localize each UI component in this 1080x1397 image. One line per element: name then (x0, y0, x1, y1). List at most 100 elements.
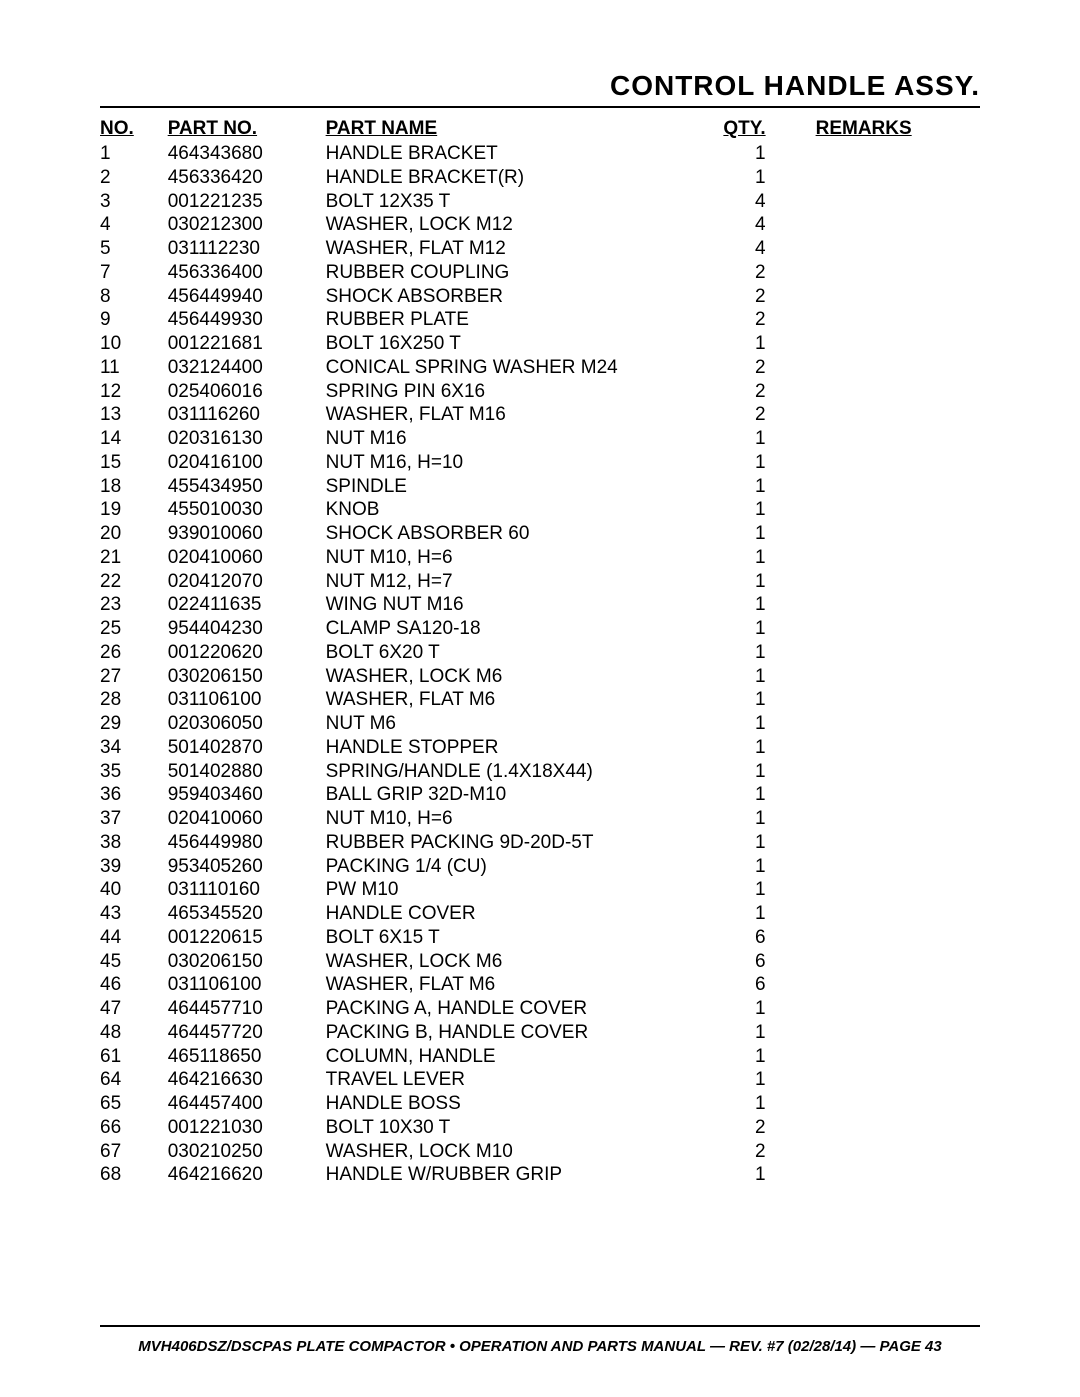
table-row: 44001220615BOLT 6X15 T6 (100, 926, 980, 950)
cell-partno: 022411635 (168, 593, 326, 617)
table-row: 43465345520HANDLE COVER1 (100, 902, 980, 926)
table-row: 8456449940SHOCK ABSORBER2 (100, 285, 980, 309)
cell-remarks (766, 855, 980, 879)
cell-partname: CLAMP SA120-18 (326, 617, 687, 641)
cell-remarks (766, 1092, 980, 1116)
table-row: 14020316130NUT M161 (100, 427, 980, 451)
cell-partname: HANDLE BOSS (326, 1092, 687, 1116)
cell-no: 15 (100, 451, 168, 475)
cell-qty: 1 (687, 736, 766, 760)
table-row: 61465118650COLUMN, HANDLE1 (100, 1045, 980, 1069)
cell-remarks (766, 807, 980, 831)
cell-remarks (766, 522, 980, 546)
cell-no: 7 (100, 261, 168, 285)
cell-no: 36 (100, 783, 168, 807)
table-row: 4030212300WASHER, LOCK M124 (100, 213, 980, 237)
table-row: 29020306050NUT M61 (100, 712, 980, 736)
cell-remarks (766, 688, 980, 712)
cell-partno: 954404230 (168, 617, 326, 641)
cell-remarks (766, 285, 980, 309)
cell-partno: 464457720 (168, 1021, 326, 1045)
cell-qty: 1 (687, 855, 766, 879)
cell-partno: 456449940 (168, 285, 326, 309)
header-partno: PART NO. (168, 118, 326, 142)
cell-qty: 1 (687, 1068, 766, 1092)
table-row: 13031116260WASHER, FLAT M162 (100, 403, 980, 427)
cell-remarks (766, 641, 980, 665)
cell-no: 44 (100, 926, 168, 950)
cell-remarks (766, 997, 980, 1021)
table-row: 3001221235BOLT 12X35 T4 (100, 190, 980, 214)
cell-qty: 1 (687, 546, 766, 570)
cell-remarks (766, 142, 980, 166)
cell-partname: NUT M6 (326, 712, 687, 736)
table-row: 39953405260PACKING 1/4 (CU)1 (100, 855, 980, 879)
table-row: 64464216630TRAVEL LEVER1 (100, 1068, 980, 1092)
cell-no: 18 (100, 475, 168, 499)
cell-qty: 4 (687, 190, 766, 214)
cell-qty: 2 (687, 380, 766, 404)
cell-no: 35 (100, 760, 168, 784)
cell-partname: BOLT 6X15 T (326, 926, 687, 950)
cell-qty: 1 (687, 665, 766, 689)
cell-remarks (766, 617, 980, 641)
cell-no: 12 (100, 380, 168, 404)
cell-no: 2 (100, 166, 168, 190)
table-row: 66001221030BOLT 10X30 T2 (100, 1116, 980, 1140)
table-row: 20939010060SHOCK ABSORBER 601 (100, 522, 980, 546)
table-row: 18455434950SPINDLE1 (100, 475, 980, 499)
cell-partno: 030206150 (168, 665, 326, 689)
cell-partname: WASHER, FLAT M6 (326, 973, 687, 997)
cell-partno: 020416100 (168, 451, 326, 475)
table-row: 26001220620BOLT 6X20 T1 (100, 641, 980, 665)
table-row: 48464457720PACKING B, HANDLE COVER1 (100, 1021, 980, 1045)
cell-qty: 1 (687, 641, 766, 665)
table-row: 34501402870HANDLE STOPPER1 (100, 736, 980, 760)
cell-partname: HANDLE STOPPER (326, 736, 687, 760)
cell-remarks (766, 427, 980, 451)
cell-qty: 1 (687, 475, 766, 499)
cell-partname: HANDLE COVER (326, 902, 687, 926)
cell-qty: 1 (687, 1092, 766, 1116)
table-row: 37020410060NUT M10, H=61 (100, 807, 980, 831)
cell-qty: 1 (687, 451, 766, 475)
footer-line (100, 1325, 980, 1327)
cell-qty: 1 (687, 142, 766, 166)
table-row: 11032124400CONICAL SPRING WASHER M242 (100, 356, 980, 380)
cell-partno: 456449980 (168, 831, 326, 855)
cell-partname: HANDLE BRACKET(R) (326, 166, 687, 190)
cell-partname: BOLT 10X30 T (326, 1116, 687, 1140)
cell-qty: 1 (687, 783, 766, 807)
cell-partno: 464343680 (168, 142, 326, 166)
cell-partno: 464457710 (168, 997, 326, 1021)
cell-partno: 030210250 (168, 1140, 326, 1164)
cell-qty: 1 (687, 166, 766, 190)
cell-partno: 030206150 (168, 950, 326, 974)
cell-remarks (766, 261, 980, 285)
table-row: 40031110160PW M101 (100, 878, 980, 902)
cell-remarks (766, 878, 980, 902)
cell-no: 8 (100, 285, 168, 309)
cell-no: 38 (100, 831, 168, 855)
cell-partno: 025406016 (168, 380, 326, 404)
cell-partname: KNOB (326, 498, 687, 522)
cell-remarks (766, 593, 980, 617)
cell-no: 20 (100, 522, 168, 546)
cell-partname: TRAVEL LEVER (326, 1068, 687, 1092)
table-row: 38456449980RUBBER PACKING 9D-20D-5T1 (100, 831, 980, 855)
cell-partname: PACKING A, HANDLE COVER (326, 997, 687, 1021)
cell-partno: 001221681 (168, 332, 326, 356)
cell-remarks (766, 237, 980, 261)
table-row: 46031106100WASHER, FLAT M66 (100, 973, 980, 997)
cell-qty: 1 (687, 498, 766, 522)
cell-partno: 501402880 (168, 760, 326, 784)
cell-no: 37 (100, 807, 168, 831)
parts-table: NO. PART NO. PART NAME QTY. REMARKS 1464… (100, 118, 980, 1187)
table-header-row: NO. PART NO. PART NAME QTY. REMARKS (100, 118, 980, 142)
cell-partname: COLUMN, HANDLE (326, 1045, 687, 1069)
cell-remarks (766, 570, 980, 594)
cell-partname: PW M10 (326, 878, 687, 902)
table-row: 23022411635WING NUT M161 (100, 593, 980, 617)
cell-remarks (766, 403, 980, 427)
cell-no: 61 (100, 1045, 168, 1069)
